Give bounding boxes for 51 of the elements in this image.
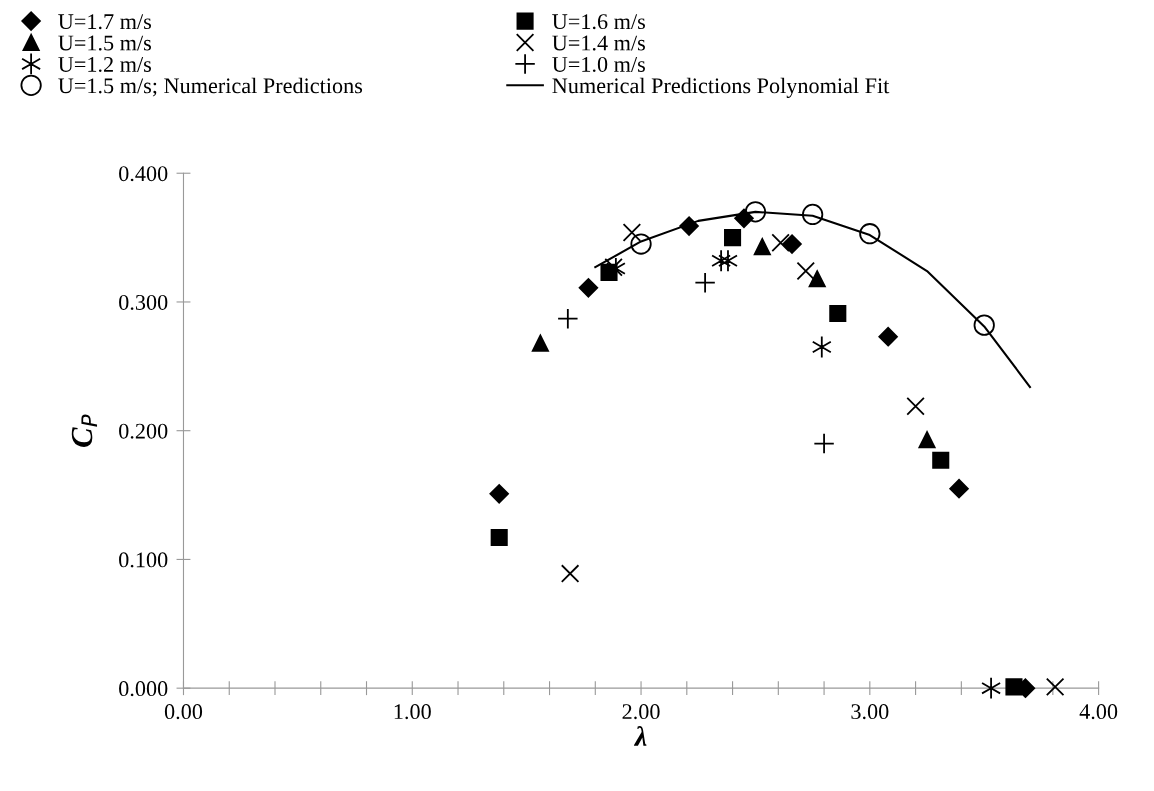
point [718, 249, 738, 273]
y-tick-label: 0.100 [119, 552, 168, 568]
point [796, 261, 816, 281]
point [813, 432, 835, 455]
point [557, 308, 579, 330]
point [918, 431, 936, 449]
point [973, 314, 995, 336]
legend-label: Numerical Predictions Polynomial Fit [552, 77, 890, 98]
point [1045, 677, 1065, 697]
x-tick-label: 3.00 [851, 704, 889, 720]
point [490, 529, 508, 547]
point [531, 334, 549, 352]
point [489, 484, 509, 504]
point [753, 238, 771, 256]
legend-label: U=1.5 m/s [58, 35, 151, 51]
x-tick-label: 4.00 [1079, 704, 1118, 720]
y-tick-label: 0.000 [119, 681, 168, 697]
point [906, 397, 925, 416]
y-tick-label: 0.400 [119, 166, 168, 182]
legend-label: U=1.7 m/s [58, 14, 151, 30]
point [724, 229, 742, 247]
point [981, 676, 1002, 700]
y-tick-label: 0.200 [119, 423, 168, 439]
point [859, 223, 881, 245]
point [932, 451, 950, 469]
point [1005, 678, 1023, 696]
legend-label: U=1.6 m/s [552, 14, 645, 30]
legend-label: U=1.2 m/s [58, 56, 151, 72]
x-tick-label: 1.00 [394, 704, 431, 720]
x-tick-label: 0.00 [164, 704, 203, 720]
point [578, 278, 599, 298]
point [622, 223, 642, 242]
x-axis-title: λ [633, 726, 647, 746]
y-tick-label: 0.300 [119, 294, 168, 310]
legend-label: U=1.4 m/s [552, 35, 645, 51]
point [949, 478, 969, 499]
point [878, 326, 898, 347]
point [811, 335, 832, 359]
point [679, 216, 699, 236]
point [630, 233, 652, 255]
point [782, 234, 802, 254]
point [771, 233, 790, 252]
point [802, 203, 824, 226]
x-tick-label: 2.00 [622, 704, 660, 720]
point [560, 564, 580, 583]
legend-label: U=1.0 m/s [552, 56, 645, 72]
point [744, 201, 767, 223]
legend-label: U=1.5 m/s; Numerical Predictions [58, 77, 363, 97]
point [808, 270, 826, 288]
point [829, 305, 847, 323]
y-axis-title: C$_{P}$ [71, 414, 98, 447]
